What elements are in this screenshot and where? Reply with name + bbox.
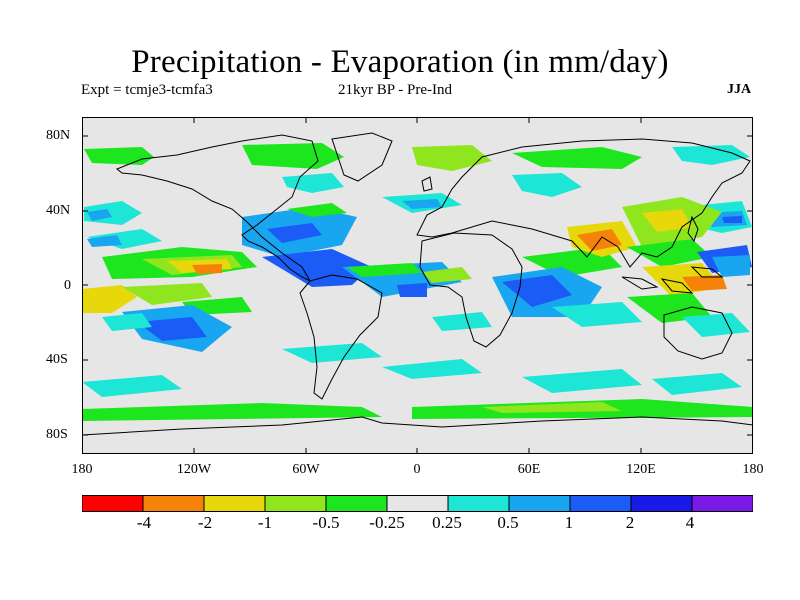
season-label: JJA <box>727 82 752 97</box>
colorbar-label: -2 <box>197 513 213 532</box>
anomaly-patch <box>82 403 382 421</box>
anomaly-patch <box>722 216 742 223</box>
coastline-south-america <box>299 274 383 400</box>
colorbar-swatch <box>569 495 632 512</box>
colorbar-swatch <box>630 495 693 512</box>
coastline-australia <box>663 306 733 360</box>
anomaly-patch <box>682 313 750 337</box>
colorbar-swatch <box>508 495 571 512</box>
lat-label-80n: 80N <box>46 128 71 143</box>
colorbar-label: -0.5 <box>312 513 340 532</box>
coastline-uk <box>421 176 433 192</box>
anomaly-patch <box>652 373 742 395</box>
anomaly-patch <box>192 264 222 274</box>
anomaly-patch <box>522 369 642 393</box>
anomaly-patch <box>267 223 322 243</box>
anomaly-patch <box>287 203 347 217</box>
lat-label-80s: 80S <box>46 427 68 442</box>
coastlines <box>82 132 753 436</box>
lon-label-180w: 180 <box>71 462 93 477</box>
anomaly-patch <box>672 145 750 165</box>
anomaly-patch <box>122 283 212 305</box>
anomaly-patch <box>552 302 642 327</box>
colorbar-swatch <box>142 495 205 512</box>
colorbar <box>82 495 753 512</box>
lat-label-40s: 40S <box>46 352 68 367</box>
colorbar-label: 2 <box>625 513 635 532</box>
anomaly-patch <box>627 293 712 323</box>
anomaly-patch <box>87 235 122 247</box>
colorbar-swatch <box>386 495 449 512</box>
colorbar-swatch <box>691 495 753 512</box>
anomaly-patch <box>682 275 727 291</box>
coastline-eurasia <box>416 138 751 268</box>
period-label: 21kyr BP - Pre-Ind <box>338 82 453 98</box>
coastline-greenland <box>331 132 393 182</box>
coastline-antarctica <box>82 416 753 436</box>
lon-label-120w: 120W <box>176 462 212 477</box>
anomaly-patch <box>282 173 344 193</box>
anomaly-patch <box>412 145 492 171</box>
colorbar-label: -4 <box>136 513 152 532</box>
lat-label-40n: 40N <box>46 203 71 218</box>
anomaly-patch <box>242 143 344 169</box>
anomaly-patch <box>432 312 492 331</box>
colorbar-swatch <box>325 495 388 512</box>
anomaly-patch <box>382 359 482 379</box>
anomaly-patch <box>642 209 692 232</box>
coastline-africa <box>419 232 523 348</box>
lon-label-180e: 180 <box>742 462 764 477</box>
colorbar-swatch <box>447 495 510 512</box>
anomaly-patch <box>82 285 137 313</box>
anomaly-patch <box>87 209 112 221</box>
colorbar-label: 1 <box>564 513 574 532</box>
lat-label-0: 0 <box>64 278 71 293</box>
colorbar-swatch <box>203 495 266 512</box>
colorbar-label: 0.25 <box>432 513 462 532</box>
anomaly-patch <box>87 229 162 249</box>
anomaly-patch <box>512 173 582 197</box>
colorbar-label: 4 <box>685 513 695 532</box>
colorbar-swatch <box>264 495 327 512</box>
coastline-japan <box>687 215 699 243</box>
colorbar-label: -0.25 <box>369 513 405 532</box>
lon-label-60w: 60W <box>292 462 320 477</box>
anomaly-patch <box>282 343 382 363</box>
anomaly-patch <box>712 255 750 277</box>
colorbar-swatch <box>82 495 144 512</box>
anomaly-patch <box>347 263 422 277</box>
lon-label-60e: 60E <box>517 462 541 477</box>
anomaly-patch <box>502 275 572 307</box>
anomaly-patch <box>84 147 154 165</box>
chart-title: Precipitation - Evaporation (in mm/day) <box>131 44 669 80</box>
coastline-maritime-continent <box>621 266 724 294</box>
anomaly-patch <box>402 199 442 209</box>
anomaly-patch <box>82 375 182 397</box>
coastline-north-america <box>116 134 319 283</box>
anomaly-patch <box>482 402 622 413</box>
experiment-label: Expt = tcmje3-tcmfa3 <box>81 82 213 98</box>
anomaly-patch <box>422 267 472 283</box>
anomaly-field <box>82 143 753 421</box>
lon-label-0: 0 <box>413 462 421 477</box>
map-plot <box>82 117 753 454</box>
colorbar-label: -1 <box>257 513 273 532</box>
anomaly-patch <box>397 283 427 297</box>
anomaly-patch <box>137 317 207 341</box>
anomaly-patch <box>512 147 642 169</box>
colorbar-label: 0.5 <box>497 513 519 532</box>
anomaly-patch <box>627 239 712 267</box>
anomaly-patch <box>102 313 152 331</box>
lon-label-120e: 120E <box>626 462 656 477</box>
axis-ticks <box>82 117 753 454</box>
